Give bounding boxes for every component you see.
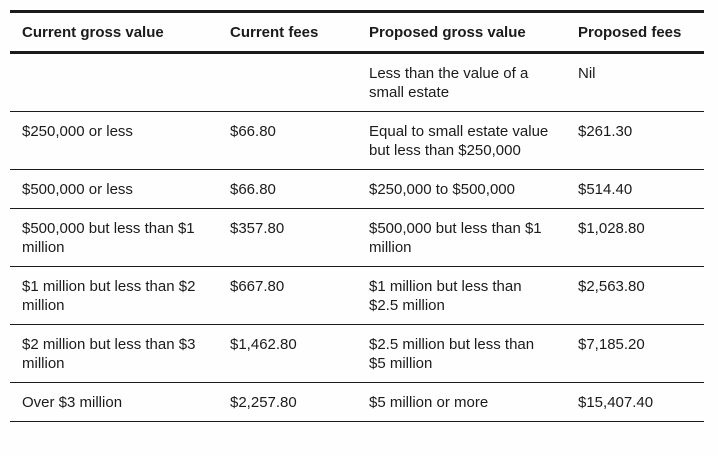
table-row: $500,000 but less than $1 million $357.80… bbox=[10, 208, 704, 267]
cell-current-fees: $667.80 bbox=[218, 266, 357, 325]
cell-current-gross-value: $500,000 or less bbox=[10, 169, 218, 209]
cell-current-fees: $1,462.80 bbox=[218, 324, 357, 383]
cell-current-gross-value: $250,000 or less bbox=[10, 111, 218, 170]
cell-proposed-gross-value: $500,000 but less than $1 million bbox=[357, 208, 566, 267]
header-proposed-fees: Proposed fees bbox=[566, 10, 704, 54]
cell-current-gross-value: $1 million but less than $2 million bbox=[10, 266, 218, 325]
fees-table: Current gross value Current fees Propose… bbox=[10, 10, 704, 422]
cell-current-gross-value: $2 million but less than $3 million bbox=[10, 324, 218, 383]
cell-proposed-gross-value: $5 million or more bbox=[357, 382, 566, 422]
cell-current-fees: $2,257.80 bbox=[218, 382, 357, 422]
cell-proposed-gross-value: Equal to small estate value but less tha… bbox=[357, 111, 566, 170]
table-row: $500,000 or less $66.80 $250,000 to $500,0… bbox=[10, 169, 704, 209]
cell-proposed-fees: $514.40 bbox=[566, 169, 704, 209]
cell-proposed-gross-value: $250,000 to $500,000 bbox=[357, 169, 566, 209]
cell-current-fees bbox=[218, 52, 357, 112]
cell-current-fees: $66.80 bbox=[218, 169, 357, 209]
cell-proposed-fees: $15,407.40 bbox=[566, 382, 704, 422]
table-row: $2 million but less than $3 million $1,46… bbox=[10, 324, 704, 383]
cell-proposed-fees: $2,563.80 bbox=[566, 266, 704, 325]
cell-proposed-fees: $7,185.20 bbox=[566, 324, 704, 383]
table-row: $250,000 or less $66.80 Equal to small est… bbox=[10, 111, 704, 170]
cell-current-fees: $357.80 bbox=[218, 208, 357, 267]
header-current-fees: Current fees bbox=[218, 10, 357, 54]
cell-proposed-fees: $1,028.80 bbox=[566, 208, 704, 267]
cell-current-gross-value: $500,000 but less than $1 million bbox=[10, 208, 218, 267]
cell-current-gross-value: Over $3 million bbox=[10, 382, 218, 422]
cell-current-fees: $66.80 bbox=[218, 111, 357, 170]
header-row: Current gross value Current fees Propose… bbox=[10, 10, 704, 54]
cell-current-gross-value bbox=[10, 52, 218, 112]
table-row: $1 million but less than $2 million $667.… bbox=[10, 266, 704, 325]
cell-proposed-gross-value: $2.5 million but less than $5 million bbox=[357, 324, 566, 383]
cell-proposed-gross-value: $1 million but less than $2.5 million bbox=[357, 266, 566, 325]
header-current-gross-value: Current gross value bbox=[10, 10, 218, 54]
cell-proposed-gross-value: Less than the value of a small estate bbox=[357, 52, 566, 112]
table-row: Over $3 million $2,257.80 $5 million or mo… bbox=[10, 382, 704, 422]
table-row: Less than the value of a small estate Nil bbox=[10, 52, 704, 112]
header-proposed-gross-value: Proposed gross value bbox=[357, 10, 566, 54]
cell-proposed-fees: Nil bbox=[566, 52, 704, 112]
cell-proposed-fees: $261.30 bbox=[566, 111, 704, 170]
